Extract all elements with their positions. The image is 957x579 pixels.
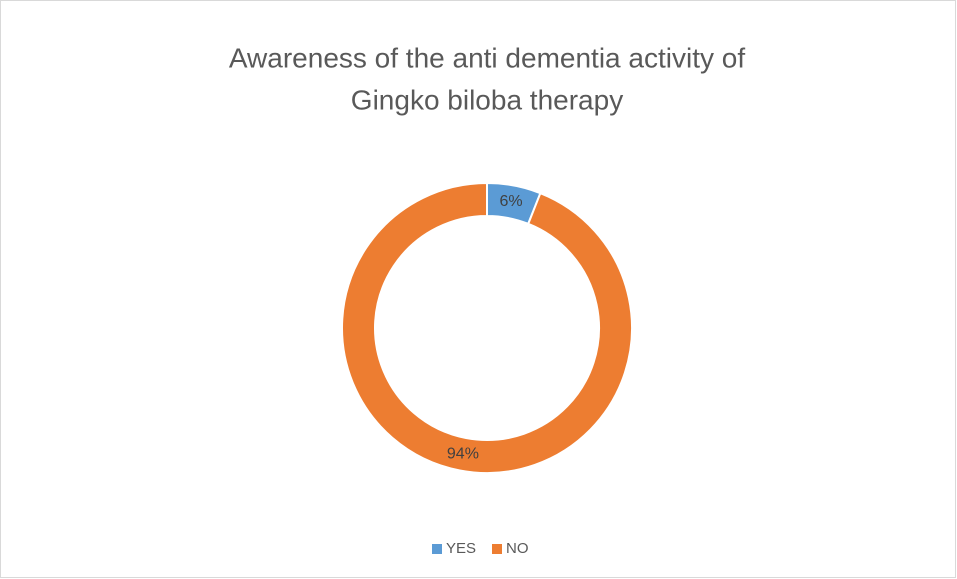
chart-title: Awareness of the anti dementia activity … <box>229 42 745 73</box>
legend-label: YES <box>446 540 476 557</box>
legend-swatch <box>432 544 442 554</box>
data-label: 6% <box>500 193 523 210</box>
legend-swatch <box>492 544 502 554</box>
legend-label: NO <box>506 540 529 557</box>
chart-title: Gingko biloba therapy <box>351 84 623 115</box>
donut-segment <box>341 181 633 474</box>
data-label: 94% <box>447 445 479 462</box>
